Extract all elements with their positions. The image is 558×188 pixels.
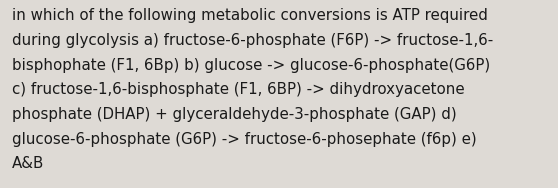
Text: c) fructose-1,6-bisphosphate (F1, 6BP) -> dihydroxyacetone: c) fructose-1,6-bisphosphate (F1, 6BP) -… <box>12 82 465 97</box>
Text: phosphate (DHAP) + glyceraldehyde-3-phosphate (GAP) d): phosphate (DHAP) + glyceraldehyde-3-phos… <box>12 107 457 122</box>
Text: glucose-6-phosphate (G6P) -> fructose-6-phosephate (f6p) e): glucose-6-phosphate (G6P) -> fructose-6-… <box>12 132 477 147</box>
Text: in which of the following metabolic conversions is ATP required: in which of the following metabolic conv… <box>12 8 488 24</box>
Text: A&B: A&B <box>12 156 45 171</box>
Text: bisphophate (F1, 6Bp) b) glucose -> glucose-6-phosphate(G6P): bisphophate (F1, 6Bp) b) glucose -> gluc… <box>12 58 490 73</box>
Text: during glycolysis a) fructose-6-phosphate (F6P) -> fructose-1,6-: during glycolysis a) fructose-6-phosphat… <box>12 33 493 48</box>
